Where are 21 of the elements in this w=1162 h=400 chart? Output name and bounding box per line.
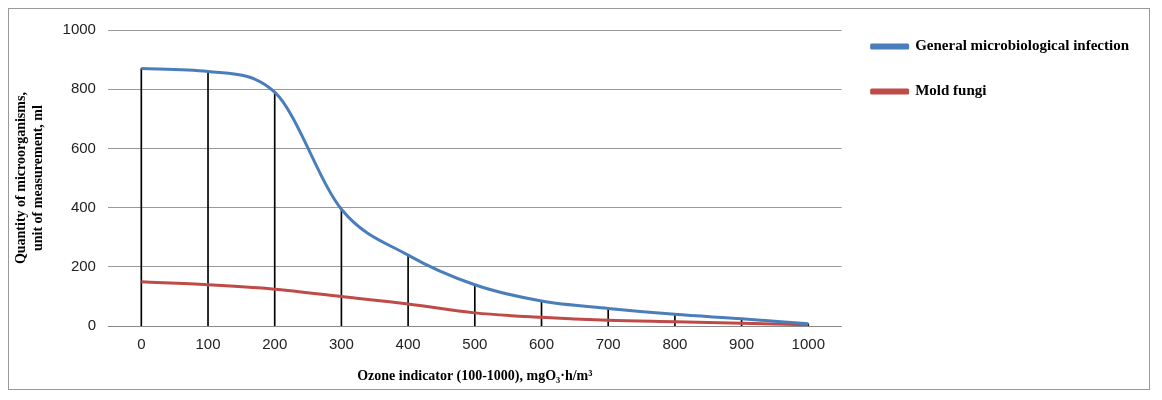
x-tick-label: 100 [195, 335, 221, 353]
x-tick-label: 700 [595, 335, 621, 353]
y-tick-label: 800 [70, 79, 96, 97]
y-tick-label: 600 [70, 138, 96, 156]
x-tick-label: 0 [137, 335, 146, 353]
x-axis-title: Ozone indicator (100-1000), mgO₃·h/m³ [357, 368, 593, 385]
y-axis-title: Quantity of microorganisms, unit of measurement, ml [13, 92, 45, 265]
x-tick-label: 200 [262, 335, 288, 353]
y-tick-label: 400 [70, 197, 96, 215]
legend-label: Mold fungi [915, 82, 987, 99]
x-tick-label: 400 [395, 335, 421, 353]
x-tick-label: 600 [528, 335, 555, 353]
y-tick-label: 0 [87, 316, 96, 334]
y-tick-label: 1000 [62, 20, 96, 38]
legend-label: General microbiological infection [915, 37, 1130, 54]
x-tick-label: 500 [462, 335, 488, 353]
x-tick-label: 1000 [791, 335, 825, 353]
y-tick-label: 200 [70, 257, 96, 275]
x-tick-label: 900 [729, 335, 755, 353]
x-tick-label: 800 [662, 335, 688, 353]
x-tick-label: 300 [328, 335, 354, 353]
